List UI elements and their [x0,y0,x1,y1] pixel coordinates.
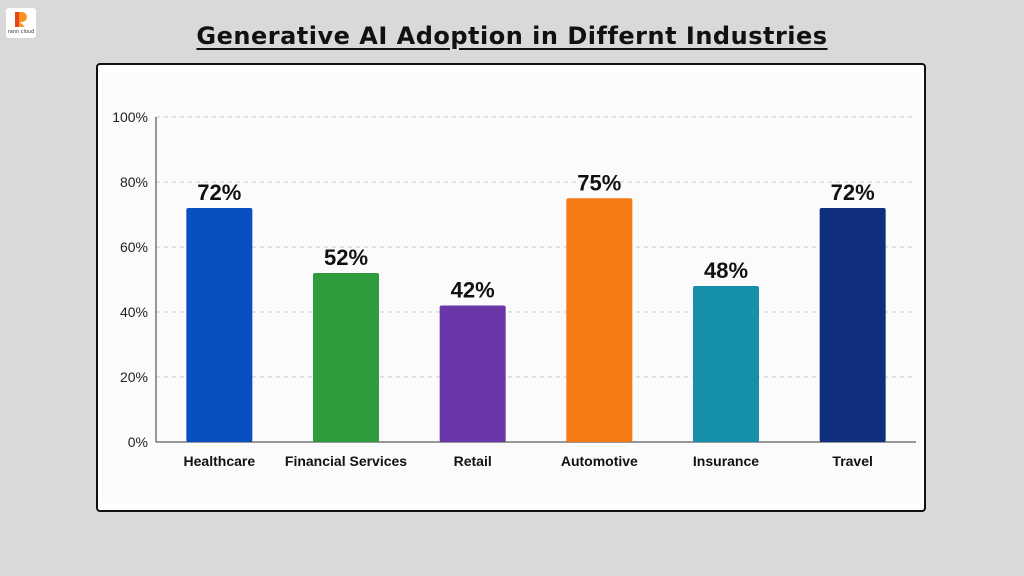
page-title: Generative AI Adoption in Differnt Indus… [196,22,828,50]
bar [693,286,759,442]
bar [439,305,506,442]
brand-logo: rann cloud [6,8,36,38]
bar [819,208,886,442]
y-tick-label: 40% [120,304,148,320]
y-tick-label: 100% [112,109,148,125]
bar-value-label: 52% [324,245,368,270]
logo-text: rann cloud [7,29,35,35]
chart-card: 0% 20% 40% 60% 80% 100% 72% Healthcare 52% Financ… [96,63,926,512]
bar-value-label: 72% [831,180,875,205]
bar [186,208,253,442]
x-category-label: Automotive [561,453,638,469]
x-category-label: Travel [832,453,872,469]
x-category-label: Healthcare [184,453,256,469]
x-category-label: Financial Services [285,453,407,469]
y-tick-label: 20% [120,369,148,385]
bar-value-label: 42% [451,278,495,303]
bar-chart: 0% 20% 40% 60% 80% 100% 72% Healthcare 52% Financ… [112,109,916,469]
y-tick-label: 80% [120,174,148,190]
bar [313,273,379,442]
x-category-label: Retail [454,453,492,469]
bar-value-label: 75% [577,170,621,195]
y-tick-label: 60% [120,239,148,255]
bar-value-label: 72% [197,180,241,205]
x-category-label: Insurance [693,453,759,469]
logo-icon [15,12,27,27]
bar-value-label: 48% [704,258,748,283]
bar [566,198,633,442]
y-tick-label: 0% [128,434,148,450]
